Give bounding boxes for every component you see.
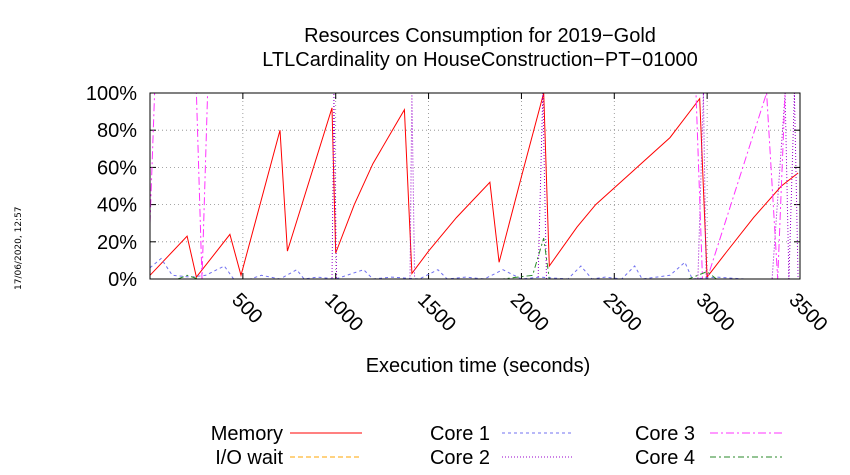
series-line-core-1 [149, 257, 799, 280]
data-series [149, 92, 799, 280]
chart-title: Resources Consumption for 2019−Gold [304, 25, 656, 47]
y-tick-label: 0% [108, 269, 137, 291]
legend-label-core-2: Core 2 [430, 447, 490, 469]
x-tick-label: 1500 [413, 289, 460, 336]
x-tick-label: 2000 [506, 289, 553, 336]
legend-label-core-4: Core 4 [635, 447, 695, 469]
x-tick-label: 1000 [320, 289, 367, 336]
axis-ticks: 0% 20% 40% 60% 80% 100% 500 1000 1500 2000 2500 300… [86, 83, 832, 336]
series-line-core-4 [150, 237, 799, 280]
grid-lines [150, 93, 800, 279]
x-tick-label: 3500 [784, 289, 831, 336]
series-line-memory [149, 92, 799, 279]
y-tick-label: 80% [97, 120, 137, 142]
y-tick-label: 20% [97, 232, 137, 254]
timestamp: 17/06/2020, 12:57 [14, 206, 24, 290]
legend-label-memory: Memory [211, 423, 283, 445]
chart-subtitle: LTLCardinality on HouseConstruction−PT−0… [262, 49, 697, 71]
x-tick-label: 500 [227, 289, 266, 328]
plot-frame [149, 92, 801, 280]
legend-label-i-o-wait: I/O wait [215, 447, 283, 469]
x-axis-label: Execution time (seconds) [366, 355, 591, 377]
y-tick-label: 40% [97, 195, 137, 217]
legend-label-core-1: Core 1 [430, 423, 490, 445]
series-line-core-2 [150, 92, 799, 280]
legend-label-core-3: Core 3 [635, 423, 695, 445]
x-tick-label: 3000 [692, 289, 739, 336]
x-tick-label: 2500 [599, 289, 646, 336]
y-tick-label: 100% [86, 83, 137, 105]
y-tick-label: 60% [97, 157, 137, 179]
